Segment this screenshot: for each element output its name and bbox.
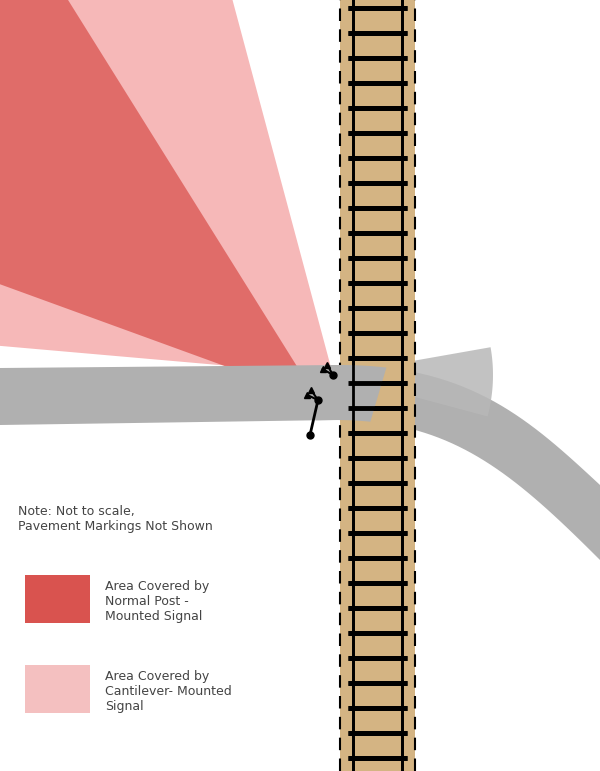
Bar (25, 575, 90, 623)
Bar (25, 665, 90, 713)
Text: Area Covered by
Cantilever- Mounted
Signal: Area Covered by Cantilever- Mounted Sign… (105, 670, 232, 713)
Polygon shape (316, 365, 386, 422)
Bar (340, 0, 415, 771)
Text: Area Covered by
Normal Post -
Mounted Signal: Area Covered by Normal Post - Mounted Si… (105, 580, 209, 623)
Text: Note: Not to scale,
Pavement Markings Not Shown: Note: Not to scale, Pavement Markings No… (18, 505, 213, 533)
Polygon shape (0, 0, 318, 400)
Polygon shape (333, 347, 493, 416)
Polygon shape (0, 365, 600, 560)
Polygon shape (0, 0, 333, 375)
